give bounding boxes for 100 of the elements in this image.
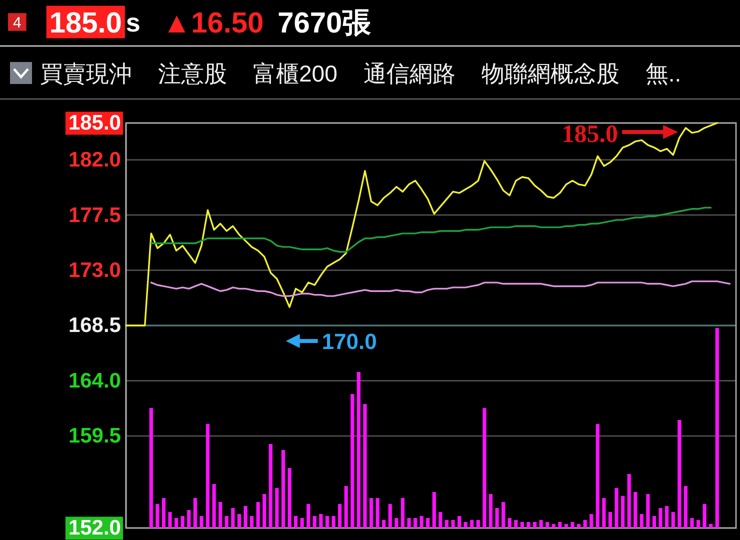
y-tick-label: 173.0 — [68, 258, 121, 282]
bar — [338, 504, 342, 528]
bar — [438, 512, 442, 528]
y-tick-label: 182.0 — [68, 148, 121, 172]
line-series — [150, 280, 731, 297]
bar — [678, 420, 682, 528]
bar — [281, 450, 286, 528]
bar — [482, 408, 486, 528]
bar — [495, 508, 499, 528]
bar — [602, 498, 606, 528]
bar — [508, 518, 512, 528]
bar — [690, 518, 694, 528]
y-tick-label: 177.5 — [68, 204, 122, 227]
bar — [684, 486, 688, 528]
bar — [470, 520, 474, 528]
bar — [294, 516, 298, 528]
bar — [476, 520, 480, 528]
bar — [344, 486, 348, 528]
bar — [382, 520, 386, 528]
y-tick-label: 164.0 — [68, 369, 121, 392]
bar — [426, 518, 430, 528]
bar — [546, 522, 550, 528]
bar — [193, 498, 197, 528]
bar — [288, 468, 292, 528]
bar — [520, 522, 524, 528]
bar — [627, 474, 631, 528]
bar — [231, 508, 235, 528]
bar — [407, 518, 411, 528]
bar — [394, 518, 398, 528]
bar — [420, 516, 424, 528]
y-tick-label: 168.5 — [68, 314, 122, 338]
bar — [526, 522, 530, 528]
bar — [696, 520, 700, 528]
bar — [180, 516, 184, 528]
bar — [552, 524, 556, 528]
bar — [715, 328, 719, 528]
bar — [319, 514, 323, 528]
bar — [413, 518, 418, 528]
text: 富櫃200 — [253, 60, 338, 86]
bar — [432, 492, 436, 528]
bar — [646, 494, 650, 528]
bar — [332, 516, 336, 528]
bar — [218, 502, 222, 528]
bar — [558, 522, 562, 528]
line-series — [125, 122, 718, 326]
text: 無.. — [645, 60, 682, 86]
bar — [212, 484, 216, 528]
bar — [658, 508, 662, 528]
bar — [444, 520, 449, 528]
bar — [369, 498, 374, 528]
bar — [502, 502, 506, 528]
annotation: 170.0 — [322, 329, 377, 354]
bar — [237, 514, 241, 528]
bar — [149, 408, 153, 528]
text: 注意股 — [158, 60, 227, 86]
text: 買賣現沖 — [40, 60, 132, 86]
bar — [608, 512, 612, 528]
bar — [514, 520, 518, 528]
bar — [665, 506, 669, 528]
y-tick-label: 185.0 — [68, 112, 121, 135]
bar — [388, 504, 392, 528]
bar — [363, 404, 367, 528]
bar — [570, 522, 574, 528]
bar — [275, 488, 279, 528]
bar — [224, 516, 228, 528]
line-series — [150, 206, 712, 253]
bar — [250, 516, 254, 528]
text: 7670張 — [278, 7, 372, 40]
bar — [596, 424, 600, 528]
bar — [350, 394, 354, 528]
bar — [652, 516, 656, 528]
bar — [306, 504, 310, 528]
y-tick-label: 152.0 — [68, 516, 121, 540]
text: ▲16.50 — [162, 7, 264, 40]
bar — [564, 524, 568, 528]
bar — [709, 524, 713, 528]
bar — [300, 518, 304, 528]
bar — [376, 498, 380, 528]
annotation: 185.0 — [562, 121, 618, 148]
bar — [702, 504, 706, 528]
bar — [532, 522, 537, 528]
bar — [400, 498, 404, 528]
bar — [325, 516, 330, 528]
bar — [539, 520, 543, 528]
bar — [671, 512, 675, 528]
bar — [268, 444, 272, 528]
y-tick-label: 159.5 — [68, 424, 122, 448]
bar — [614, 488, 618, 528]
bar — [200, 516, 204, 528]
bar — [256, 502, 260, 528]
bar — [576, 524, 581, 528]
text: 物聯網概念股 — [481, 60, 620, 86]
bar — [590, 514, 594, 528]
bar — [206, 424, 210, 528]
bar — [451, 520, 455, 528]
bar — [464, 522, 468, 528]
bar — [262, 494, 266, 528]
bar — [168, 512, 172, 528]
text: 4 — [13, 14, 22, 32]
text: 通信網路 — [363, 60, 456, 86]
